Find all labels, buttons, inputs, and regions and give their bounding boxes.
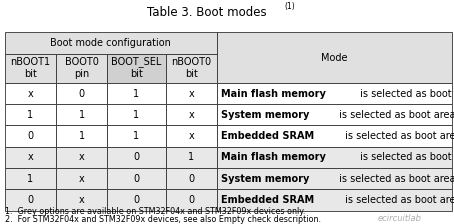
Text: (1): (1) <box>284 2 295 11</box>
Text: bit: bit <box>24 69 37 79</box>
Text: is selected as boot area: is selected as boot area <box>342 131 454 141</box>
Bar <box>5 125 56 147</box>
Text: Embedded SRAM: Embedded SRAM <box>222 131 315 141</box>
Text: 0: 0 <box>27 195 33 205</box>
Bar <box>108 83 166 104</box>
Text: x: x <box>188 88 194 99</box>
Text: 1: 1 <box>133 88 139 99</box>
Text: BOOT_SEL: BOOT_SEL <box>111 56 162 67</box>
Text: 0: 0 <box>27 131 33 141</box>
Bar <box>217 104 452 125</box>
Text: nBOOT0: nBOOT0 <box>171 57 211 67</box>
Bar <box>56 168 108 189</box>
Text: x: x <box>188 131 194 141</box>
Text: 1: 1 <box>27 174 33 184</box>
Bar <box>5 168 56 189</box>
Text: 1.  Grey options are available on STM32F04x and STM32F09x devices only.: 1. Grey options are available on STM32F0… <box>5 207 305 215</box>
Bar <box>108 104 166 125</box>
Text: 1: 1 <box>79 110 85 120</box>
Text: bit: bit <box>130 69 143 79</box>
Bar <box>108 54 166 83</box>
Text: x: x <box>79 195 84 205</box>
Bar <box>5 104 56 125</box>
Text: nBOOT1: nBOOT1 <box>10 57 50 67</box>
Bar <box>217 32 452 83</box>
Bar <box>108 147 166 168</box>
Text: x: x <box>27 88 33 99</box>
Bar <box>166 189 217 211</box>
Bar <box>166 54 217 83</box>
Bar <box>56 189 108 211</box>
Bar <box>5 147 56 168</box>
Bar <box>166 168 217 189</box>
Bar <box>217 189 452 211</box>
Bar <box>166 125 217 147</box>
Bar <box>166 104 217 125</box>
Text: ecircuitlab: ecircuitlab <box>378 214 421 223</box>
Text: x: x <box>79 174 84 184</box>
Text: is selected as boot area: is selected as boot area <box>336 110 454 120</box>
Bar <box>5 32 217 54</box>
Text: System memory: System memory <box>222 174 310 184</box>
Bar <box>217 83 452 104</box>
Bar <box>108 168 166 189</box>
Text: BOOT0: BOOT0 <box>65 57 99 67</box>
Text: Mode: Mode <box>321 53 348 63</box>
Bar <box>56 147 108 168</box>
Text: is selected as boot area: is selected as boot area <box>342 195 454 205</box>
Bar <box>56 83 108 104</box>
Bar <box>56 104 108 125</box>
Text: Boot mode configuration: Boot mode configuration <box>50 38 171 48</box>
Text: is selected as boot area: is selected as boot area <box>336 174 454 184</box>
Text: x: x <box>27 152 33 162</box>
Text: bit: bit <box>185 69 197 79</box>
Text: 2.  For STM32F04x and STM32F09x devices, see also Empty check description.: 2. For STM32F04x and STM32F09x devices, … <box>5 215 321 224</box>
Text: 0: 0 <box>188 195 194 205</box>
Text: 1: 1 <box>27 110 33 120</box>
Text: 1: 1 <box>133 131 139 141</box>
Bar <box>166 83 217 104</box>
Text: is selected as boot area: is selected as boot area <box>357 88 454 99</box>
Text: x: x <box>79 152 84 162</box>
Bar <box>56 54 108 83</box>
Text: Main flash memory: Main flash memory <box>222 152 326 162</box>
Text: Table 3. Boot modes: Table 3. Boot modes <box>147 6 271 19</box>
Bar <box>56 125 108 147</box>
Bar <box>217 147 452 168</box>
Text: 0: 0 <box>79 88 85 99</box>
Bar <box>108 189 166 211</box>
Bar <box>217 168 452 189</box>
Text: x: x <box>188 110 194 120</box>
Text: is selected as boot area: is selected as boot area <box>357 152 454 162</box>
Bar <box>5 54 56 83</box>
Text: 1: 1 <box>133 110 139 120</box>
Text: 1: 1 <box>79 131 85 141</box>
Text: 0: 0 <box>133 195 139 205</box>
Text: 1: 1 <box>188 152 194 162</box>
Bar <box>5 189 56 211</box>
Text: 0: 0 <box>133 174 139 184</box>
Text: Main flash memory: Main flash memory <box>222 88 326 99</box>
Bar <box>5 83 56 104</box>
Bar <box>166 147 217 168</box>
Bar <box>108 125 166 147</box>
Text: pin: pin <box>74 69 89 79</box>
Text: 0: 0 <box>133 152 139 162</box>
Text: System memory: System memory <box>222 110 310 120</box>
Text: Embedded SRAM: Embedded SRAM <box>222 195 315 205</box>
Text: 0: 0 <box>188 174 194 184</box>
Bar <box>217 125 452 147</box>
